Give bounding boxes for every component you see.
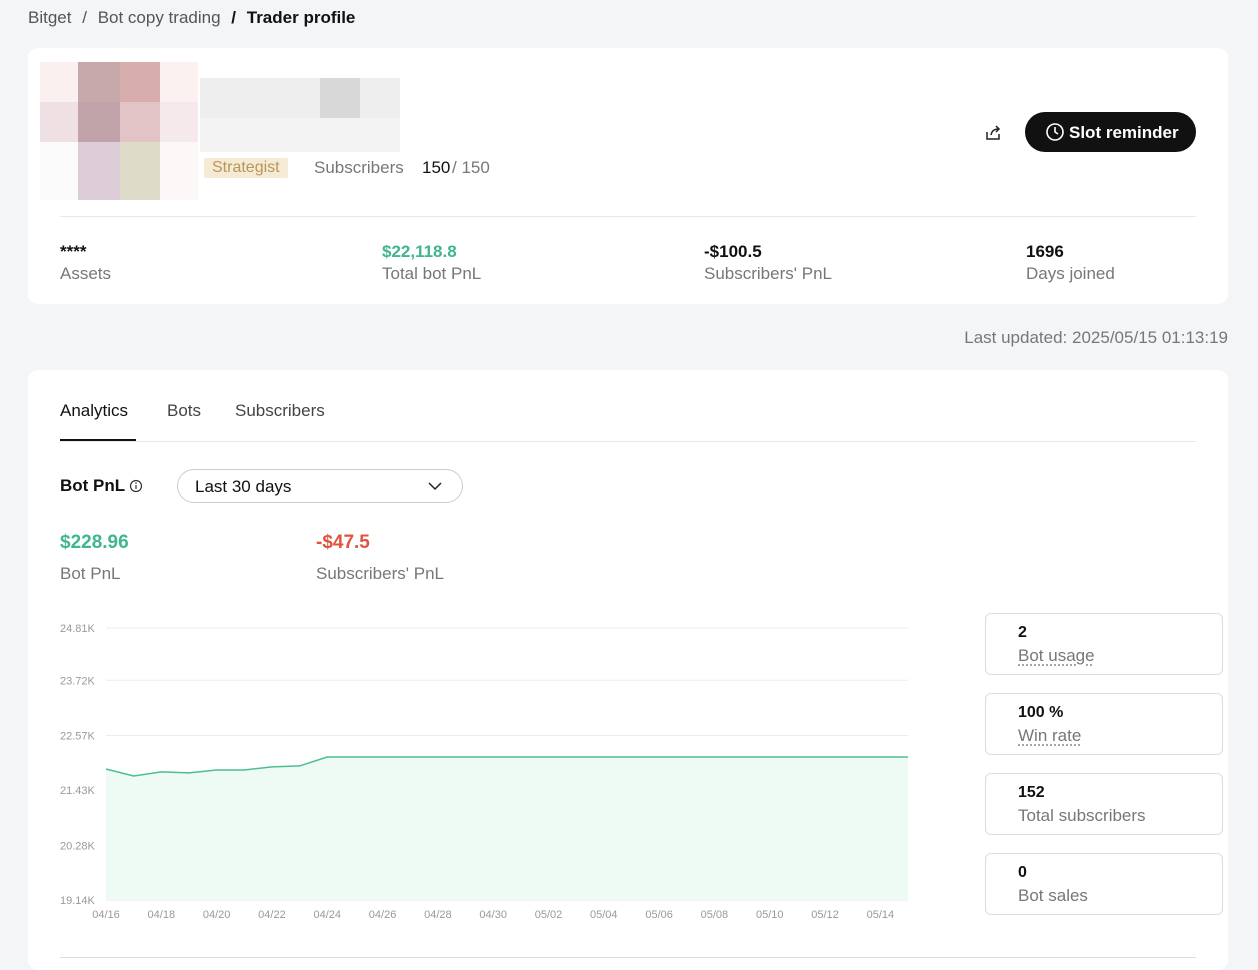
x-tick-label: 05/06 bbox=[645, 909, 673, 921]
x-tick-label: 04/16 bbox=[92, 909, 120, 921]
profile-card: Strategist Subscribers 150 / 150 Slot re… bbox=[28, 48, 1228, 304]
stat-value: 0 bbox=[1018, 864, 1027, 881]
area-fill bbox=[106, 757, 908, 900]
x-tick-label: 04/24 bbox=[313, 909, 341, 921]
avatar-blurred bbox=[40, 62, 400, 200]
x-tick-label: 04/28 bbox=[424, 909, 452, 921]
tab[interactable]: Analytics bbox=[60, 401, 129, 420]
x-tick-label: 04/20 bbox=[203, 909, 231, 921]
x-tick-label: 05/10 bbox=[756, 909, 784, 921]
chevron bbox=[428, 482, 442, 491]
y-tick-label: 24.81K bbox=[60, 623, 96, 635]
x-tick-label: 05/12 bbox=[811, 909, 839, 921]
stat-box: 0 Bot sales bbox=[985, 853, 1223, 915]
section-title: Bot PnL bbox=[60, 476, 126, 495]
stat-box: 2 Bot usage bbox=[985, 613, 1223, 675]
range-select[interactable]: Last 30 days bbox=[177, 469, 463, 503]
share-icon[interactable] bbox=[984, 124, 1002, 142]
subscribers-capacity: / 150 bbox=[452, 158, 490, 177]
breadcrumb-separator: / bbox=[82, 8, 87, 27]
x-tick-label: 05/04 bbox=[590, 909, 618, 921]
y-tick-label: 20.28K bbox=[60, 840, 96, 852]
info-icon[interactable] bbox=[129, 479, 143, 493]
divider bbox=[60, 957, 1196, 958]
button-label: Slot reminder bbox=[1069, 123, 1179, 142]
y-tick-label: 22.57K bbox=[60, 730, 96, 742]
x-tick-label: 04/30 bbox=[479, 909, 507, 921]
subscribers-count: 150 bbox=[422, 158, 451, 177]
slot-reminder-button[interactable]: Slot reminder bbox=[1025, 112, 1196, 152]
area-line bbox=[105, 756, 908, 777]
x-tick-label: 05/02 bbox=[535, 909, 563, 921]
button-icon bbox=[1046, 123, 1064, 141]
stat-label: Bot usage bbox=[1018, 646, 1095, 665]
stat-box: 152 Total subscribers bbox=[985, 773, 1223, 835]
stat-value: -$100.5 bbox=[704, 242, 762, 261]
chart: 19.14K 20.28K 21.43K 22.57K 23.72K 24.81K 04/1… bbox=[60, 623, 908, 921]
stat-label: Days joined bbox=[1026, 264, 1115, 283]
stat-label: Subscribers' PnL bbox=[704, 264, 832, 283]
y-tick-label: 19.14K bbox=[60, 895, 96, 907]
tabs-divider bbox=[60, 441, 1196, 442]
stat-value: $22,118.8 bbox=[382, 242, 457, 261]
x-tick-label: 04/18 bbox=[148, 909, 176, 921]
tab[interactable]: Bots bbox=[167, 401, 202, 420]
subscribers-label: Subscribers bbox=[314, 158, 404, 177]
stat-value: 152 bbox=[1018, 784, 1045, 801]
last-updated-label: Last updated: bbox=[964, 328, 1068, 347]
breadcrumb-link[interactable]: Bitget bbox=[28, 8, 72, 27]
stat-value: 100 % bbox=[1018, 704, 1064, 721]
summary-value: $228.96 bbox=[60, 532, 129, 553]
summary-label: Subscribers' PnL bbox=[316, 564, 444, 583]
stat-label: Total bot PnL bbox=[382, 264, 482, 283]
x-tick-label: 04/26 bbox=[369, 909, 397, 921]
range-value: Last 30 days bbox=[195, 477, 292, 496]
x-tick-label: 04/22 bbox=[258, 909, 286, 921]
y-tick-label: 23.72K bbox=[60, 675, 96, 687]
tab[interactable]: Subscribers bbox=[235, 401, 325, 420]
active-tab-indicator bbox=[60, 439, 136, 441]
stat-value: 2 bbox=[1018, 624, 1027, 641]
stat-box: 100 % Win rate bbox=[985, 693, 1223, 755]
breadcrumb: Bitget / Bot copy trading / Trader profi… bbox=[28, 8, 355, 28]
stat-label: Bot sales bbox=[1018, 886, 1088, 905]
breadcrumb-current: Trader profile bbox=[246, 8, 356, 27]
breadcrumb-separator: / bbox=[231, 8, 237, 27]
last-updated: Last updated: 2025/05/15 01:13:19 bbox=[964, 328, 1228, 348]
last-updated-value: 2025/05/15 01:13:19 bbox=[1072, 328, 1228, 347]
summary-label: Bot PnL bbox=[60, 564, 121, 583]
stat-label: Total subscribers bbox=[1018, 806, 1146, 825]
x-tick-label: 05/08 bbox=[701, 909, 729, 921]
stat-value: 1696 bbox=[1026, 242, 1064, 261]
badge: Strategist bbox=[204, 158, 288, 178]
breadcrumb-link[interactable]: Bot copy trading bbox=[97, 8, 221, 27]
stat-label: Assets bbox=[60, 264, 112, 283]
x-tick-label: 05/14 bbox=[867, 909, 895, 921]
stat-label: Win rate bbox=[1018, 726, 1082, 745]
summary-value: -$47.5 bbox=[316, 532, 370, 553]
stat-value: **** bbox=[60, 242, 87, 261]
y-tick-label: 21.43K bbox=[60, 785, 96, 797]
divider bbox=[60, 216, 1196, 217]
